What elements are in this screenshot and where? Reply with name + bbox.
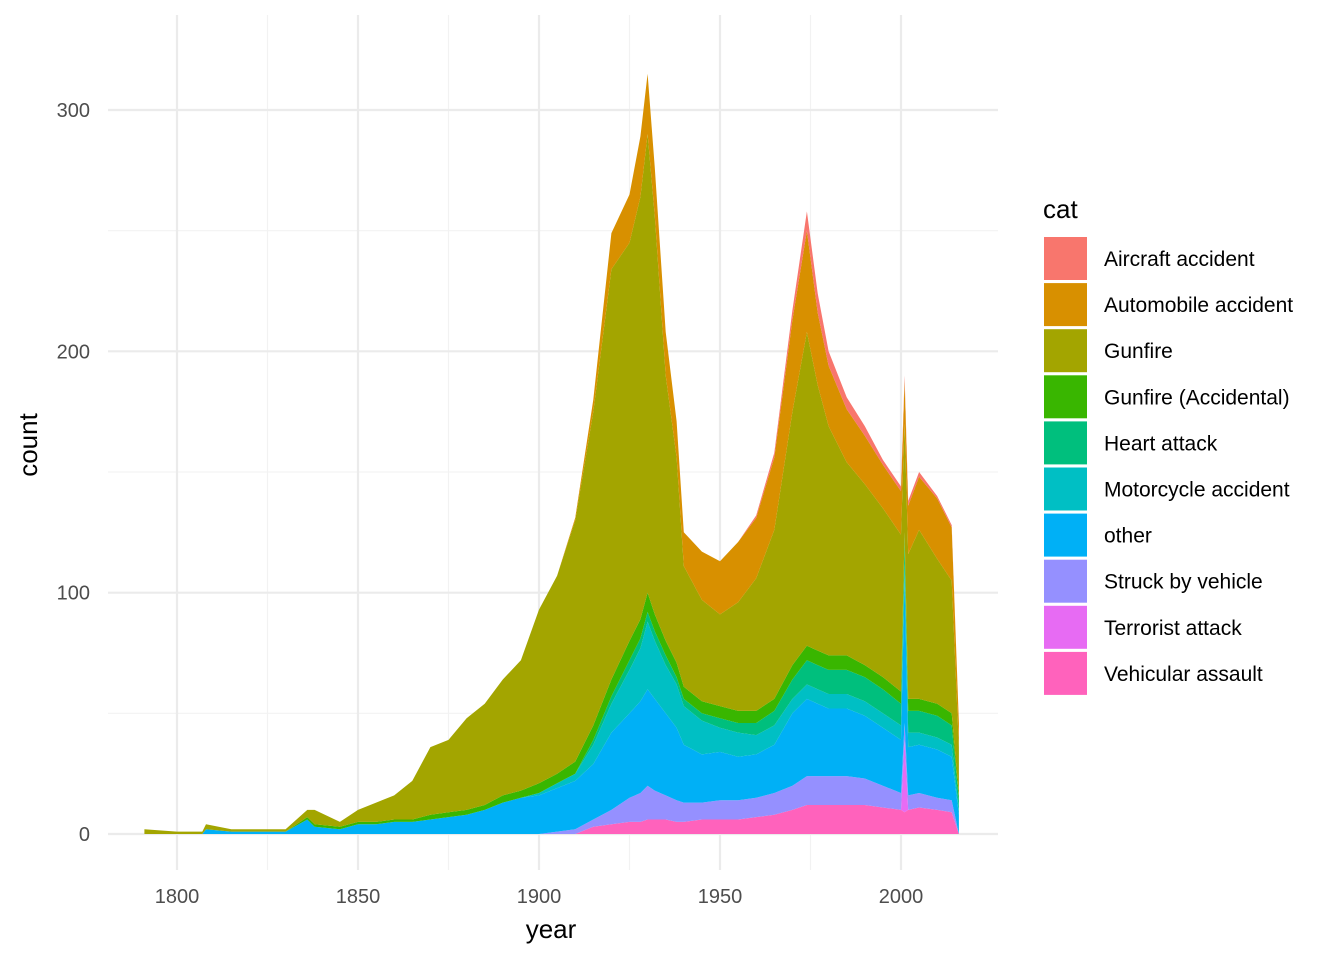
area-struck-by-vehicle [144, 723, 959, 834]
legend-swatch [1044, 559, 1087, 603]
legend-label: Heart attack [1104, 432, 1218, 455]
x-axis-ticks: 1800 1850 1900 1950 2000 [155, 886, 924, 908]
area-gunfire [144, 134, 959, 835]
legend-label: Struck by vehicle [1104, 571, 1263, 594]
legend-swatch [1044, 651, 1087, 695]
y-tick-label: 300 [57, 100, 90, 122]
x-tick-label: 1900 [517, 886, 562, 908]
legend-swatch [1044, 329, 1087, 373]
legend-label: Gunfire [1104, 340, 1173, 363]
area-heart-attack [144, 544, 959, 834]
area-series [144, 73, 959, 835]
legend-swatch [1044, 513, 1087, 557]
legend-label: Automobile accident [1104, 294, 1293, 317]
legend-swatch [1044, 237, 1087, 280]
x-tick-label: 2000 [879, 886, 924, 908]
legend-swatch [1044, 605, 1087, 649]
legend-swatch [1044, 421, 1087, 465]
area-vehicular-assault [144, 805, 959, 834]
legend-label: Motorcycle accident [1104, 479, 1290, 502]
legend-swatch [1044, 375, 1087, 419]
legend-label: other [1104, 525, 1152, 548]
x-tick-label: 1850 [336, 886, 381, 908]
legend-label: Gunfire (Accidental) [1104, 386, 1290, 409]
area-motorcycle-accident [144, 563, 959, 834]
legend-title: cat [1043, 194, 1078, 224]
x-tick-label: 1950 [698, 886, 743, 908]
legend-label: Vehicular assault [1104, 663, 1263, 686]
y-axis-ticks: 0 100 200 300 [57, 100, 90, 846]
y-tick-label: 0 [79, 824, 90, 846]
legend-swatch [1044, 283, 1087, 327]
y-axis-title: count [13, 412, 43, 476]
x-tick-label: 1800 [155, 886, 200, 908]
x-axis-title: year [526, 914, 577, 944]
y-tick-label: 200 [57, 341, 90, 363]
area-other [144, 578, 959, 834]
legend: cat Aircraft accident Automobile accident… [1043, 194, 1293, 695]
y-tick-label: 100 [57, 583, 90, 605]
legend-label: Aircraft accident [1104, 248, 1255, 271]
legend-swatch [1044, 467, 1087, 511]
legend-label: Terrorist attack [1104, 617, 1242, 640]
